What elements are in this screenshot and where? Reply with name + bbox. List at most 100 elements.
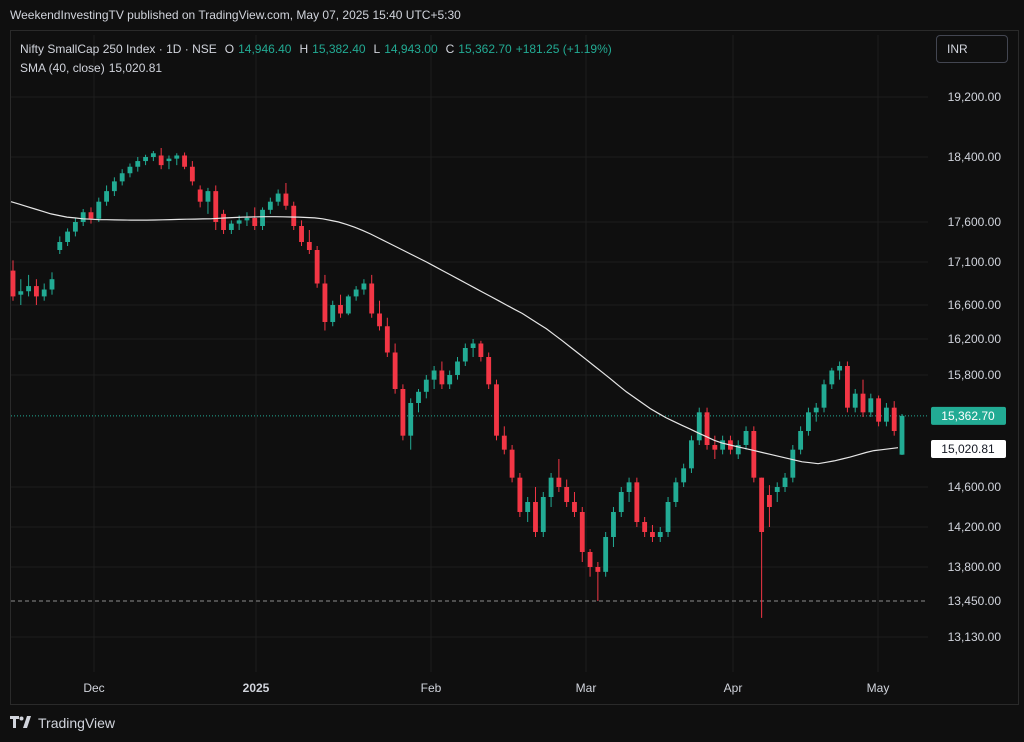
candle-body: [283, 193, 289, 206]
y-tick-label: 15,800.00: [948, 368, 1002, 382]
change-value: +181.25 (+1.19%): [515, 42, 612, 56]
candle-body: [572, 502, 577, 512]
candle-body: [392, 352, 398, 389]
candle-body: [665, 502, 671, 532]
candle-body: [236, 220, 242, 224]
candle-body: [119, 173, 125, 182]
sma-label: SMA (40, close): [20, 61, 105, 75]
x-tick-label: Apr: [724, 681, 743, 695]
candle-body: [135, 161, 141, 167]
candle-body: [462, 348, 468, 362]
candle-body: [751, 431, 757, 478]
candle-body: [673, 482, 679, 502]
open-label: O: [224, 42, 235, 56]
candle-body: [338, 305, 343, 314]
candle-body: [782, 477, 788, 487]
candle-body: [806, 412, 811, 431]
candle-body: [517, 477, 523, 512]
candle-body: [712, 445, 718, 450]
sma-value-label: 15,020.81: [941, 442, 995, 456]
y-tick-label: 13,130.00: [948, 630, 1002, 644]
open-value: 14,946.40: [238, 42, 292, 56]
y-tick-label: 18,400.00: [948, 150, 1002, 164]
candle-body: [844, 366, 850, 408]
footer-brand[interactable]: TradingView: [10, 712, 115, 734]
candle-body: [213, 191, 219, 222]
candle-body: [416, 391, 421, 403]
x-tick-label: Feb: [421, 681, 442, 695]
candle-body: [876, 398, 882, 422]
candle-body: [182, 155, 187, 167]
candle-body: [143, 157, 148, 162]
y-tick-label: 14,600.00: [948, 480, 1002, 494]
candle-body: [790, 449, 796, 478]
candle-body: [65, 231, 71, 242]
x-tick-label: Dec: [83, 681, 104, 695]
close-value: 15,362.70: [458, 42, 512, 56]
candle-body: [852, 393, 858, 408]
candle-body: [228, 223, 234, 230]
candle-body: [634, 482, 640, 522]
candle-body: [18, 291, 24, 295]
candle-body: [891, 407, 897, 431]
candle-body: [899, 415, 905, 455]
candle-body: [26, 286, 32, 292]
candle-body: [244, 217, 250, 221]
tradingview-logo-icon: [10, 715, 32, 732]
x-tick-label: 2025: [243, 681, 270, 695]
sma-value-tag: [931, 440, 1006, 458]
candle-body: [860, 393, 866, 413]
low-label: L: [373, 42, 381, 56]
candle-body: [611, 512, 616, 537]
candle-body: [883, 407, 889, 422]
candle-body: [197, 189, 203, 202]
candle-body: [501, 435, 507, 450]
low-value: 14,943.00: [384, 42, 438, 56]
candle-body: [486, 357, 492, 385]
candle-body: [33, 286, 39, 297]
candle-body: [587, 552, 593, 567]
candle-body: [829, 370, 835, 385]
candle-body: [384, 326, 390, 353]
y-tick-label: 17,600.00: [948, 215, 1002, 229]
candle-body: [626, 482, 632, 492]
candle-body: [431, 370, 437, 380]
currency-label: INR: [947, 42, 968, 56]
candle-body: [88, 212, 94, 219]
candle-body: [267, 201, 273, 210]
candle-body: [720, 440, 726, 450]
candle-body: [657, 532, 663, 537]
candle-body: [650, 532, 655, 537]
candle-body: [150, 153, 156, 157]
candle-body: [735, 445, 741, 455]
candle-body: [525, 502, 531, 512]
candle-body: [868, 398, 874, 413]
chart-legend: Nifty SmallCap 250 Index · 1D · NSE O 14,…: [20, 40, 612, 78]
sma-value: 15,020.81: [108, 61, 163, 75]
candle-body: [470, 343, 476, 348]
candle-body: [798, 431, 804, 450]
candle-body: [533, 502, 538, 532]
candle-body: [111, 181, 117, 192]
candle-body: [447, 375, 453, 385]
chart-frame[interactable]: [10, 30, 1019, 705]
candle-body: [603, 537, 609, 572]
candle-body: [509, 449, 515, 478]
candle-body: [689, 440, 694, 469]
candle-body: [49, 279, 55, 290]
candle-body: [299, 226, 304, 242]
candle-body: [330, 305, 336, 322]
candle-body: [579, 512, 585, 552]
currency-button[interactable]: INR: [936, 35, 1008, 63]
last-price-tag: [931, 406, 1006, 425]
candle-body: [189, 166, 195, 182]
candle-body: [127, 166, 133, 174]
candle-body: [57, 242, 63, 250]
candle-body: [455, 361, 460, 375]
y-tick-label: 16,600.00: [948, 298, 1002, 312]
sma-line: [10, 201, 899, 465]
candle-body: [322, 283, 328, 322]
candle-body: [681, 468, 687, 483]
candle-body: [260, 209, 265, 226]
